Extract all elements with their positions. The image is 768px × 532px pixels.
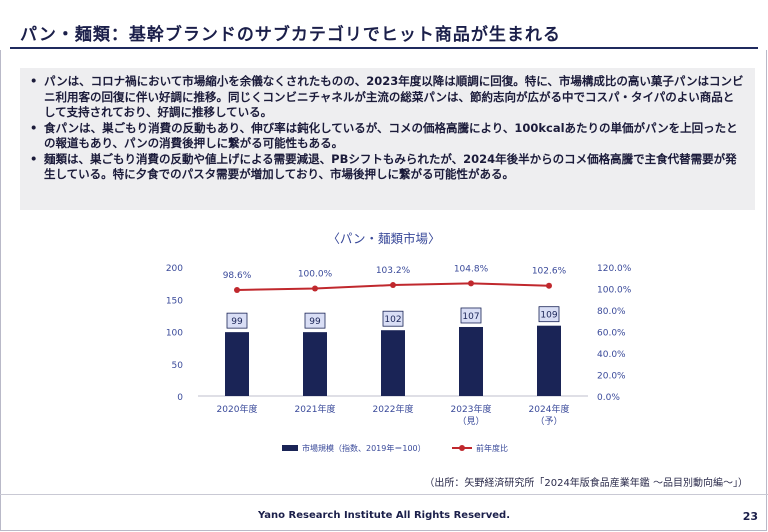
y-left-tick-label: 100 <box>166 329 183 339</box>
source-note: （出所：矢野経済研究所「2024年版食品産業年鑑 ～品目別動向編～」） <box>424 478 748 489</box>
bar-value-label-box <box>460 307 482 324</box>
page-title: パン・麺類：基幹ブランドのサブカテゴリでヒット商品が生まれる <box>20 25 561 45</box>
bar-value-label: 107 <box>462 312 479 322</box>
bullet-icon: • <box>30 120 38 135</box>
y-left-tick-label: 150 <box>166 296 183 306</box>
bar-value-label: 99 <box>309 317 321 327</box>
x-tick-label: （予） <box>535 416 562 427</box>
bar-value-label: 102 <box>384 315 401 325</box>
bar <box>303 332 327 396</box>
y-right-tick-label: 120.0% <box>597 264 632 274</box>
bar-value-label-box <box>226 312 248 329</box>
bar-value-label-box <box>304 312 326 329</box>
x-tick-label: 2023年度 <box>451 403 492 415</box>
bullet-icon: • <box>30 151 38 166</box>
bar <box>459 326 483 396</box>
market-chart: 0 50 100 150 200 0.0% 20.0% 40.0% 60.0% 80.0% 100.… <box>166 264 632 453</box>
y-right-tick-label: 80.0% <box>597 307 626 317</box>
legend-line-marker <box>459 445 465 451</box>
yoy-point <box>546 282 552 289</box>
yoy-point <box>468 280 474 287</box>
yoy-data-label: 100.0% <box>298 270 333 280</box>
y-right-tick-label: 60.0% <box>597 329 626 339</box>
yoy-data-label: 98.6% <box>223 271 252 281</box>
yoy-point <box>390 282 396 289</box>
y-right-tick-label: 100.0% <box>597 286 632 296</box>
x-tick-label: 2022年度 <box>373 403 414 415</box>
bar <box>537 325 561 396</box>
footer-copyright: Yano Research Institute All Rights Reser… <box>257 510 510 521</box>
legend-bar-swatch <box>282 445 298 451</box>
summary-box: • パンは、コロナ禍において市場縮小を余儀なくされたものの、2023年度以降は順… <box>20 68 755 210</box>
x-tick-label: 2020年度 <box>217 403 258 415</box>
yoy-data-label: 102.6% <box>532 267 567 277</box>
header-divider <box>10 47 758 49</box>
y-left-tick-label: 0 <box>177 393 183 403</box>
legend-line-label: 前年度比 <box>476 443 508 453</box>
legend-bar-label: 市場規模（指数、2019年＝100） <box>302 443 426 453</box>
yoy-point <box>312 285 318 292</box>
summary-bullet-text: パンは、コロナ禍において市場縮小を余儀なくされたものの、2023年度以降は順調に… <box>44 74 744 119</box>
y-left-tick-label: 200 <box>166 264 183 274</box>
footer-divider <box>0 494 768 495</box>
yoy-data-label: 104.8% <box>454 264 489 274</box>
y-right-tick-label: 0.0% <box>597 393 620 403</box>
x-tick-label: （見） <box>457 416 484 427</box>
summary-bullet-text: 麺類は、巣ごもり消費の反動や値上げによる需要減退、PBシフトもみられたが、202… <box>44 151 737 182</box>
bar-value-label-box <box>538 306 560 323</box>
summary-list: • パンは、コロナ禍において市場縮小を余儀なくされたものの、2023年度以降は順… <box>28 74 745 183</box>
bullet-icon: • <box>30 74 38 88</box>
bar-value-label: 109 <box>540 311 557 321</box>
bar <box>381 330 405 396</box>
y-right-tick-label: 20.0% <box>597 372 626 382</box>
summary-bullet: • 食パンは、巣ごもり消費の反動もあり、伸び率は鈍化しているが、コメの価格高騰に… <box>28 121 745 152</box>
summary-bullet: • 麺類は、巣ごもり消費の反動や値上げによる需要減退、PBシフトもみられたが、2… <box>28 152 745 183</box>
yoy-point <box>234 287 240 294</box>
y-right-tick-label: 40.0% <box>597 350 626 360</box>
page-number: 23 <box>742 510 758 523</box>
bar-value-label-box <box>382 310 404 327</box>
x-tick-label: 2024年度 <box>529 403 570 415</box>
bar <box>225 332 249 396</box>
yoy-data-label: 103.2% <box>376 266 411 276</box>
bar-value-label: 99 <box>231 317 243 327</box>
y-left-tick-label: 50 <box>172 361 184 371</box>
chart-title: 〈パン・麺類市場〉 <box>327 231 441 246</box>
summary-bullet-text: 食パンは、巣ごもり消費の反動もあり、伸び率は鈍化しているが、コメの価格高騰により… <box>44 120 738 151</box>
header: パン・麺類：基幹ブランドのサブカテゴリでヒット商品が生まれる <box>0 0 768 50</box>
summary-bullet: • パンは、コロナ禍において市場縮小を余儀なくされたものの、2023年度以降は順… <box>28 74 745 121</box>
x-tick-label: 2021年度 <box>295 403 336 415</box>
